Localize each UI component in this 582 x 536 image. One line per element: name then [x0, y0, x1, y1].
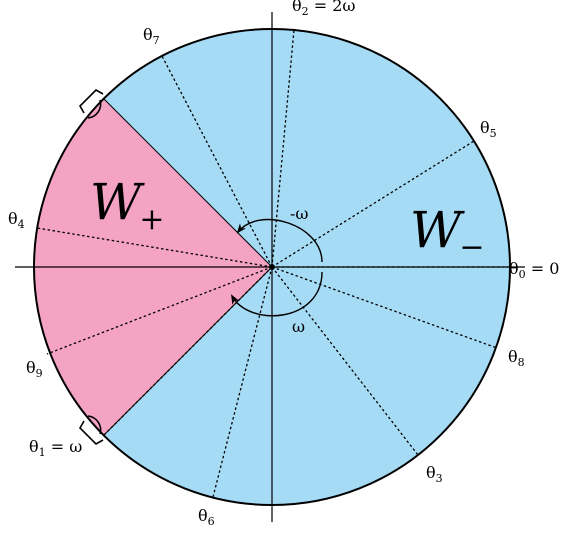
label-theta-1: θ1 = ω: [29, 437, 82, 459]
label-positive-omega: ω: [292, 317, 305, 336]
label-theta-7: θ7: [143, 25, 160, 47]
label-theta-9: θ9: [26, 358, 43, 380]
label-theta-8: θ8: [508, 347, 525, 369]
bracket-upper: [79, 89, 104, 119]
label-theta-2: θ2 = 2ω: [292, 0, 355, 18]
angle-rays: [36, 29, 510, 498]
label-negative-omega: -ω: [290, 204, 308, 223]
unit-circle-outline: [33, 28, 511, 506]
label-theta-4: θ4: [8, 209, 25, 231]
w-plus-boundary-lower: [103, 266, 273, 436]
label-w-plus: W+: [90, 173, 165, 237]
label-theta-3: θ3: [426, 463, 443, 485]
bracket-lower: [79, 415, 104, 445]
label-theta-0: θ0 = 0: [509, 259, 559, 281]
origin-point: [269, 264, 275, 270]
label-theta-5: θ5: [480, 118, 497, 140]
w-plus-boundary-upper: [103, 98, 273, 268]
label-w-minus: W−: [410, 201, 485, 265]
ray-theta-9: [46, 266, 273, 355]
label-theta-6: θ6: [198, 506, 215, 528]
rotation-arrow-positive: [231, 271, 323, 317]
rotation-arrow-negative: [236, 218, 323, 263]
